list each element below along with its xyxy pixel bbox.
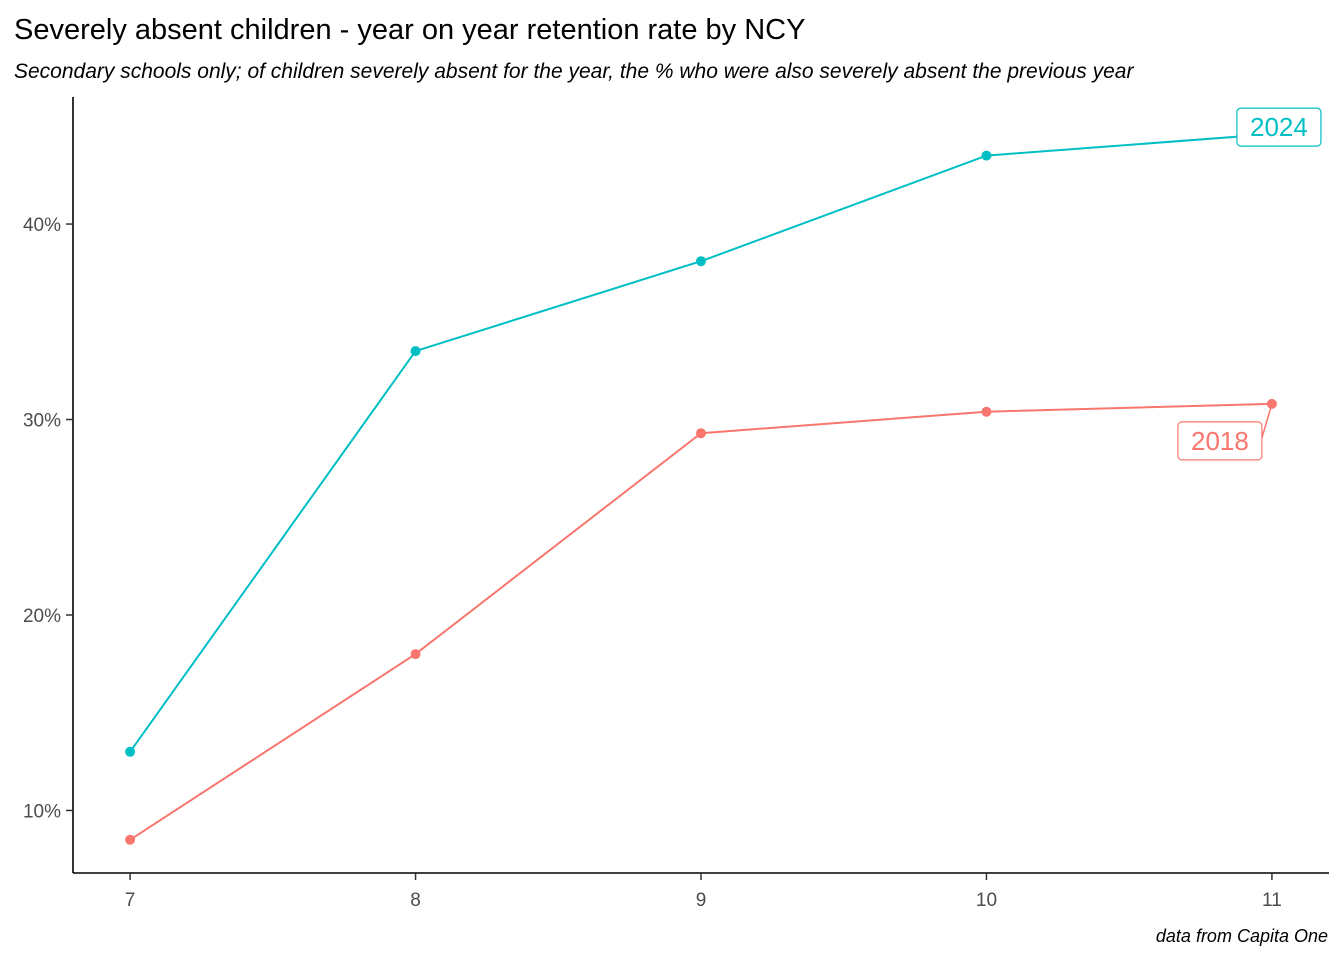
data-point-2024-9 bbox=[696, 256, 706, 267]
x-tick-label: 7 bbox=[125, 890, 136, 911]
data-point-2018-8 bbox=[410, 649, 421, 660]
series-line-2024 bbox=[129, 133, 1272, 753]
chart-subtitle: Secondary schools only; of children seve… bbox=[14, 60, 1134, 83]
series-label-2024: 2024 bbox=[1250, 112, 1308, 142]
data-point-2018-10 bbox=[981, 406, 992, 417]
data-point-2024-8 bbox=[410, 346, 421, 357]
series-labels: 2018 2024 bbox=[1177, 107, 1322, 461]
data-point-2018-7 bbox=[125, 834, 136, 845]
x-tick-label: 8 bbox=[410, 890, 421, 911]
series-label-box bbox=[1177, 421, 1263, 461]
y-tick-label: 40% bbox=[23, 215, 61, 236]
x-tick-label: 9 bbox=[696, 890, 707, 911]
series-layer bbox=[125, 129, 1277, 845]
x-axis-ticks: 7 8 9 10 11 bbox=[125, 873, 1282, 911]
y-axis-ticks: 10% 20% 30% 40% bbox=[23, 215, 73, 822]
data-point-2024-10 bbox=[981, 150, 992, 161]
x-tick-label: 10 bbox=[976, 890, 997, 911]
y-tick-label: 10% bbox=[23, 801, 61, 822]
series-label-2018: 2018 bbox=[1191, 426, 1249, 456]
y-tick-label: 20% bbox=[23, 606, 61, 627]
chart-caption: data from Capita One bbox=[1156, 926, 1328, 946]
data-point-2018-9 bbox=[696, 428, 706, 439]
data-point-2024-7 bbox=[125, 746, 136, 757]
series-label-box bbox=[1236, 107, 1322, 147]
y-tick-label: 30% bbox=[23, 411, 61, 432]
x-tick-label: 11 bbox=[1262, 890, 1282, 911]
series-line-2018 bbox=[129, 402, 1272, 841]
chart-title: Severely absent children - year on year … bbox=[14, 14, 805, 46]
series-label-leader bbox=[1261, 403, 1273, 439]
